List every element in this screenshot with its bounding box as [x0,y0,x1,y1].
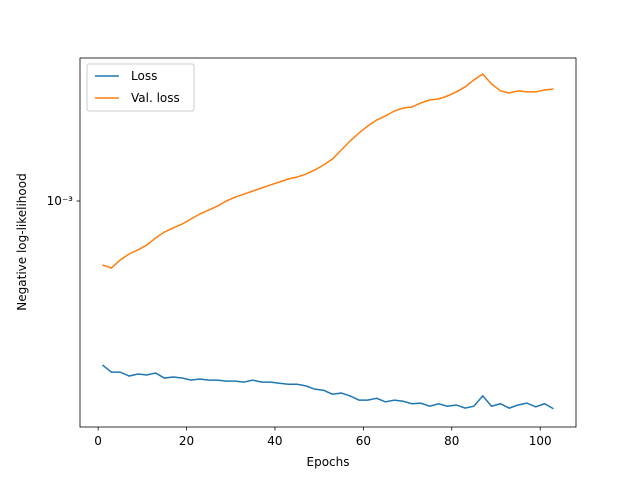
axes-frame [79,57,577,428]
x-tick-label: 20 [179,434,194,448]
x-tick-label: 0 [94,434,102,448]
x-axis-label: Epochs [307,455,350,469]
legend-label: Loss [131,69,157,83]
x-tick-label: 60 [356,434,371,448]
data-line [102,73,554,269]
x-tick-label: 80 [444,434,459,448]
data-line [102,364,554,410]
legend-label: Val. loss [131,91,180,105]
x-tick-label: 100 [529,434,552,448]
y-axis-label: Negative log-likelihood [15,173,29,310]
y-tick-label: 10⁻³ [47,194,74,208]
x-tick-label: 40 [267,434,282,448]
